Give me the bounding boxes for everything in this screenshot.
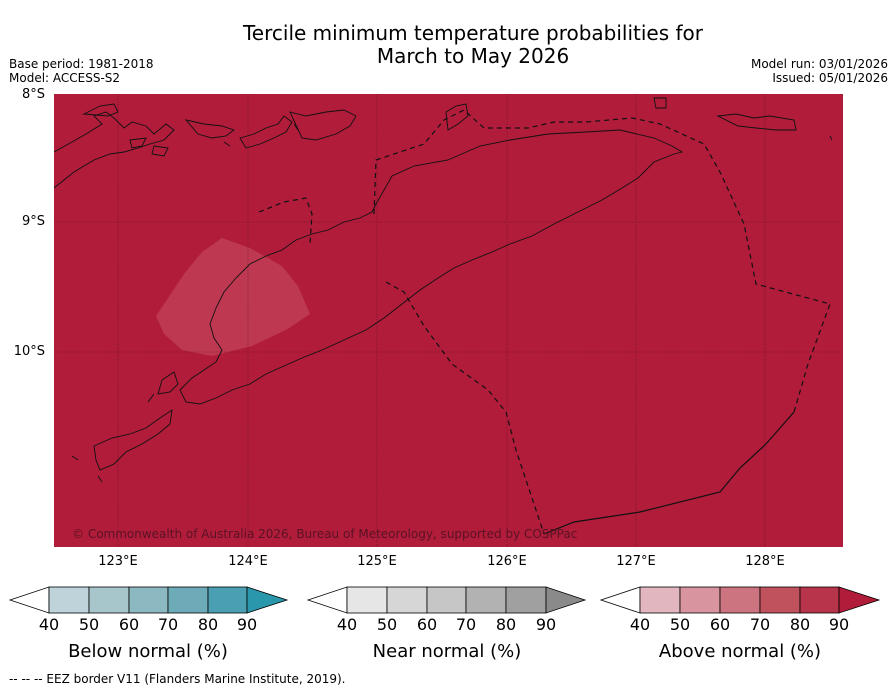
- near-tick-90: 90: [535, 615, 557, 634]
- colorbar-near-extend-high: [545, 586, 587, 614]
- colorbar-below-seg-2: [88, 586, 130, 614]
- colorbar-above-seg-4: [759, 586, 801, 614]
- colorbar-below-extend-low: [8, 586, 50, 614]
- below-tick-80: 80: [197, 615, 219, 634]
- lon-label-123e: 123°E: [98, 554, 138, 569]
- colorbar-near-seg-3: [426, 586, 467, 614]
- model-text: Model: ACCESS-S2: [9, 71, 121, 85]
- lon-label-128e: 128°E: [745, 554, 785, 569]
- legend-bars: [8, 586, 881, 614]
- legend-label-near-normal: Near normal (%): [372, 641, 522, 662]
- copyright-text: © Commonwealth of Australia 2026, Bureau…: [72, 527, 578, 541]
- near-tick-60: 60: [416, 615, 438, 634]
- eez-footer-note: -- -- -- EEZ border V11 (Flanders Marine…: [9, 672, 346, 686]
- map-title-line1: Tercile minimum temperature probabilitie…: [242, 21, 704, 45]
- lon-label-124e: 124°E: [228, 554, 268, 569]
- colorbar-below-normal: [8, 586, 289, 614]
- below-tick-60: 60: [118, 615, 140, 634]
- near-tick-80: 80: [495, 615, 517, 634]
- coastlines: [54, 97, 833, 483]
- colorbar-near-seg-5: [505, 586, 547, 614]
- lat-label-10s: 10°S: [13, 344, 45, 359]
- map-panel: © Commonwealth of Australia 2026, Bureau…: [54, 94, 843, 547]
- colorbar-below-seg-4: [167, 586, 209, 614]
- colorbar-below-extend-high: [246, 586, 289, 614]
- near-tick-40: 40: [336, 615, 358, 634]
- model-run-text: Model run: 03/01/2026: [750, 57, 888, 71]
- above-tick-70: 70: [749, 615, 771, 634]
- above-tick-40: 40: [629, 615, 651, 634]
- map-title-line2: March to May 2026: [376, 44, 570, 68]
- above-tick-60: 60: [709, 615, 731, 634]
- colorbar-above-seg-2: [679, 586, 721, 614]
- lon-label-127e: 127°E: [616, 554, 656, 569]
- colorbar-above-extend-high: [838, 586, 881, 614]
- above-tick-90: 90: [828, 615, 850, 634]
- colorbar-below-seg-5: [207, 586, 248, 614]
- issued-text: Issued: 05/01/2026: [772, 71, 888, 85]
- colorbar-below-seg-3: [128, 586, 169, 614]
- colorbar-above-extend-low: [599, 586, 641, 614]
- legend-label-below-normal: Below normal (%): [68, 641, 228, 662]
- map-canvas: [54, 94, 843, 547]
- meta-left: Base period: 1981-2018 Model: ACCESS-S2: [9, 57, 154, 85]
- lon-label-126e: 126°E: [487, 554, 527, 569]
- colorbar-above-seg-3: [719, 586, 761, 614]
- near-tick-70: 70: [455, 615, 477, 634]
- eez-border: [258, 109, 831, 535]
- colorbar-below-seg-1: [48, 586, 90, 614]
- colorbar-above-normal: [599, 586, 881, 614]
- colorbar-near-seg-1: [346, 586, 388, 614]
- base-period-text: Base period: 1981-2018: [9, 57, 154, 71]
- lon-label-125e: 125°E: [357, 554, 397, 569]
- eez-border-solid: [543, 411, 795, 535]
- graticule: [54, 94, 843, 547]
- below-tick-90: 90: [236, 615, 258, 634]
- lat-label-9s: 9°S: [21, 214, 45, 229]
- near-tick-50: 50: [376, 615, 398, 634]
- colorbar-above-seg-1: [639, 586, 681, 614]
- lat-label-8s: 8°S: [21, 87, 45, 102]
- colorbar-above-seg-5: [799, 586, 840, 614]
- above-tick-80: 80: [789, 615, 811, 634]
- below-tick-50: 50: [78, 615, 100, 634]
- meta-right: Model run: 03/01/2026 Issued: 05/01/2026: [751, 57, 888, 85]
- below-tick-70: 70: [157, 615, 179, 634]
- above-tick-50: 50: [669, 615, 691, 634]
- colorbar-near-seg-4: [465, 586, 507, 614]
- colorbar-near-extend-low: [306, 586, 348, 614]
- probability-patch: [156, 238, 310, 356]
- legend-label-above-normal: Above normal (%): [658, 641, 822, 662]
- below-tick-40: 40: [38, 615, 60, 634]
- colorbar-near-seg-2: [386, 586, 428, 614]
- colorbar-near-normal: [306, 586, 587, 614]
